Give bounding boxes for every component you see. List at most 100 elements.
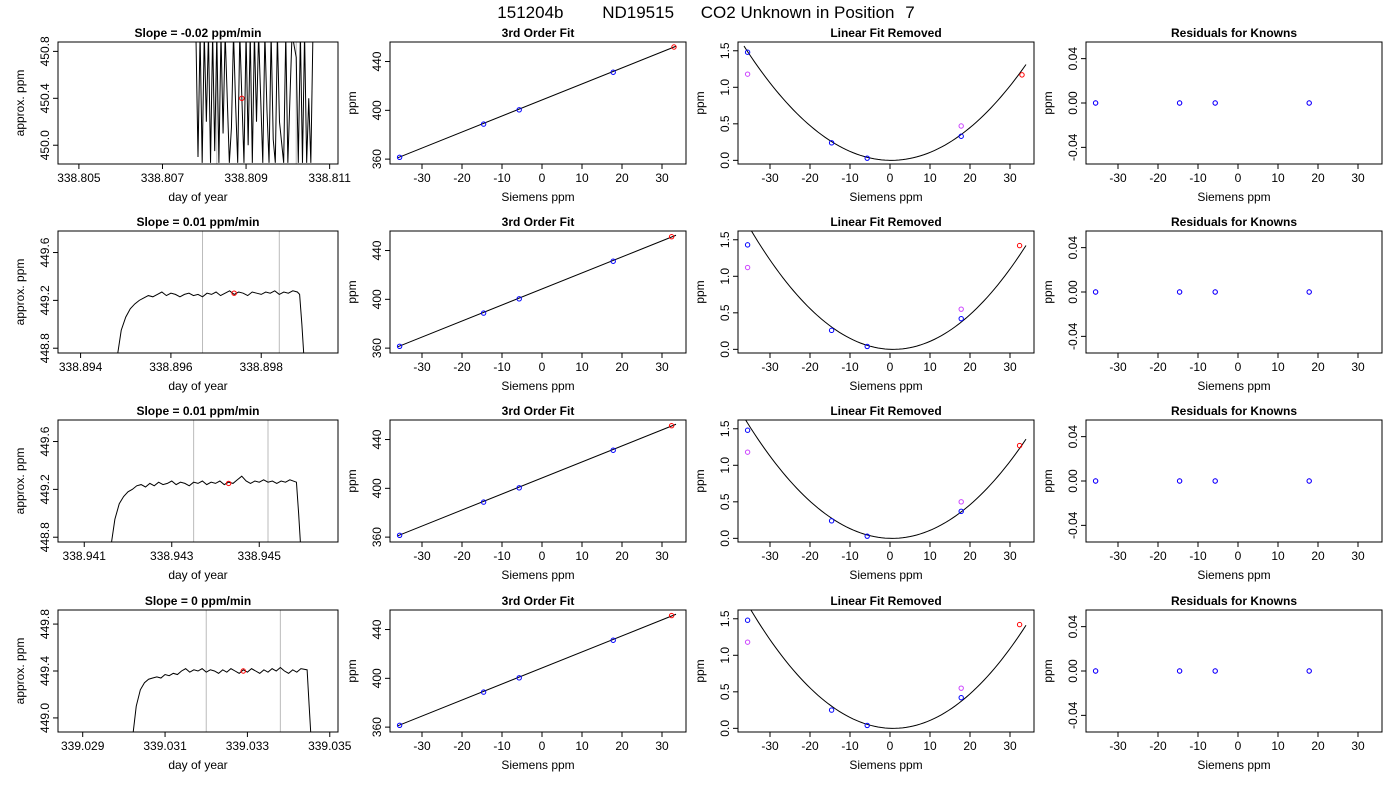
x-tick-label: 0 <box>539 171 546 185</box>
panel-title: Slope = 0.01 ppm/min <box>136 215 259 229</box>
y-tick-label: 0.0 <box>718 152 732 169</box>
y-tick-label: 360 <box>370 338 384 358</box>
x-tick-label: 20 <box>963 549 977 563</box>
plot-frame <box>737 419 1035 543</box>
panel-title: Slope = -0.02 ppm/min <box>134 26 261 40</box>
plot-area <box>111 420 301 542</box>
x-tick-label: 10 <box>1271 360 1285 374</box>
x-axis-label: day of year <box>168 758 227 772</box>
x-tick-label: 338.809 <box>224 171 268 185</box>
known-standard-point <box>1212 478 1218 484</box>
plot-frame <box>1085 609 1383 733</box>
known-standard-point <box>864 722 870 729</box>
x-tick-label: -30 <box>413 360 431 374</box>
panel-3-2: Linear Fit Removed Siemens ppm ppm -30 -20 -1… <box>693 594 1035 772</box>
known-standard-point <box>864 343 870 350</box>
panel-2-2: Linear Fit Removed Siemens ppm ppm -30 -20 -1… <box>693 404 1035 582</box>
known-standard-point <box>828 518 835 524</box>
known-standard-point <box>744 427 751 433</box>
y-tick-label: 0.5 <box>718 115 732 132</box>
known-standard-point <box>1092 100 1099 106</box>
panel-title: 3rd Order Fit <box>502 404 575 418</box>
x-axis-label: day of year <box>168 568 227 582</box>
x-tick-label: -20 <box>453 739 471 753</box>
x-tick-label: -10 <box>841 360 859 374</box>
known-standard-point <box>516 296 522 302</box>
x-tick-label: -20 <box>801 171 819 185</box>
x-tick-label: 30 <box>1003 360 1017 374</box>
x-axis-label: Siemens ppm <box>1197 568 1270 582</box>
panel-title: Linear Fit Removed <box>830 594 941 608</box>
y-axis-label: ppm <box>1041 469 1055 492</box>
known-standard-point <box>396 532 403 538</box>
y-tick-label: -0.04 <box>1066 322 1080 350</box>
known-standard-point <box>1092 289 1099 295</box>
plot-frame <box>389 419 687 543</box>
x-axis-label: Siemens ppm <box>501 190 574 204</box>
known-standard-point <box>516 675 522 681</box>
known-standard-point <box>610 447 616 453</box>
x-tick-label: -30 <box>761 549 779 563</box>
known-standard-point <box>958 694 964 701</box>
y-tick-label: 449.8 <box>38 609 52 639</box>
concentration-trace <box>195 42 314 163</box>
unknown-mean-point <box>225 480 232 487</box>
y-axis-label: ppm <box>1041 91 1055 114</box>
known-standard-point <box>610 258 616 264</box>
x-tick-label: 0 <box>539 549 546 563</box>
y-tick-label: 440 <box>370 429 384 449</box>
y-tick-label: 448.8 <box>38 333 52 363</box>
known-standard-point <box>958 508 964 515</box>
plot-area <box>744 420 1027 539</box>
y-tick-label: -0.04 <box>1066 511 1080 539</box>
unknown-point <box>1019 72 1025 78</box>
x-tick-label: 338.805 <box>57 171 101 185</box>
known-standard-point <box>828 327 835 334</box>
x-tick-label: 0 <box>539 739 546 753</box>
panel-1-0: Slope = 0.01 ppm/min day of year approx. p… <box>13 215 339 393</box>
panel-title: Residuals for Knowns <box>1171 26 1297 40</box>
known-standard-point <box>1212 668 1218 674</box>
known-standard-point <box>516 485 522 491</box>
x-axis-label: Siemens ppm <box>1197 190 1270 204</box>
y-axis-label: ppm <box>693 659 707 682</box>
x-tick-label: -10 <box>1189 171 1207 185</box>
x-axis-label: Siemens ppm <box>501 568 574 582</box>
x-tick-label: 30 <box>655 360 669 374</box>
x-tick-label: 30 <box>1003 171 1017 185</box>
plot-frame <box>57 230 339 354</box>
panel-title: Linear Fit Removed <box>830 404 941 418</box>
known-standard-point <box>1176 100 1183 106</box>
panel-title: Residuals for Knowns <box>1171 215 1297 229</box>
plot-area <box>1092 668 1312 674</box>
x-tick-label: 0 <box>1235 360 1242 374</box>
plot-frame <box>389 230 687 354</box>
x-tick-label: -10 <box>1189 739 1207 753</box>
y-tick-label: 449.0 <box>38 703 52 733</box>
panel-3-1: 3rd Order Fit Siemens ppm ppm -30 -20 -10 0 10 2… <box>345 594 687 772</box>
known-standard-point <box>480 689 487 695</box>
x-tick-label: -20 <box>801 549 819 563</box>
plot-area <box>132 610 312 732</box>
unknown-point <box>671 44 677 50</box>
y-tick-label: 1.0 <box>718 647 732 664</box>
x-tick-label: 10 <box>1271 739 1285 753</box>
panel-1-2: Linear Fit Removed Siemens ppm ppm -30 -20 -1… <box>693 215 1035 393</box>
y-axis-label: approx. ppm <box>13 638 27 705</box>
panel-0-2: Linear Fit Removed Siemens ppm ppm -30 -20 -1… <box>693 26 1035 204</box>
x-tick-label: 30 <box>655 739 669 753</box>
x-tick-label: 10 <box>1271 171 1285 185</box>
x-tick-label: 0 <box>1235 739 1242 753</box>
x-tick-label: 0 <box>887 549 894 563</box>
panel-title: Slope = 0.01 ppm/min <box>136 404 259 418</box>
panel-2-0: Slope = 0.01 ppm/min day of year approx. p… <box>13 404 339 582</box>
x-tick-label: -10 <box>493 739 511 753</box>
known-standard-point <box>1176 668 1183 674</box>
x-tick-label: 0 <box>1235 171 1242 185</box>
y-tick-label: 1.0 <box>718 79 732 96</box>
plot-area <box>1092 289 1312 295</box>
unknown-point <box>668 612 675 619</box>
raw-point <box>744 71 751 77</box>
known-standard-point <box>1092 668 1099 674</box>
